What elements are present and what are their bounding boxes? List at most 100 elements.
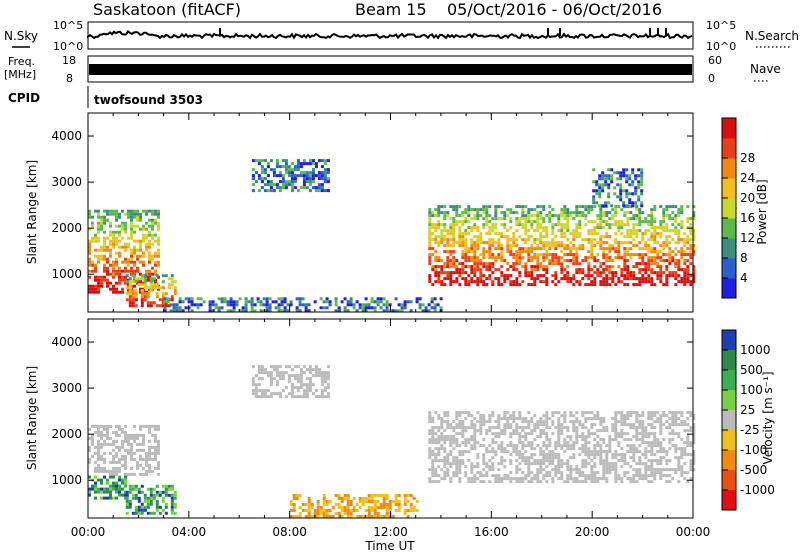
echo-cell bbox=[470, 423, 474, 427]
echo-cell bbox=[542, 253, 546, 257]
echo-cell bbox=[524, 438, 528, 442]
echo-cell bbox=[491, 441, 495, 445]
echo-cell bbox=[326, 189, 330, 193]
echo-cell bbox=[124, 478, 127, 482]
echo-cell bbox=[467, 274, 471, 278]
echo-cell bbox=[125, 511, 129, 515]
echo-cell bbox=[683, 447, 687, 451]
echo-cell bbox=[611, 465, 615, 469]
echo-cell bbox=[260, 365, 264, 369]
echo-cell bbox=[391, 500, 395, 503]
echo-cell bbox=[263, 171, 267, 175]
echo-cell bbox=[115, 215, 118, 219]
echo-cell bbox=[265, 306, 269, 310]
echo-cell bbox=[428, 262, 432, 266]
echo-cell bbox=[614, 474, 618, 478]
echo-cell bbox=[278, 374, 282, 378]
echo-cell bbox=[295, 515, 299, 518]
echo-cell bbox=[464, 250, 468, 254]
echo-cell bbox=[515, 229, 519, 233]
echo-cell bbox=[506, 474, 510, 478]
echo-cell bbox=[470, 462, 474, 466]
echo-cell bbox=[506, 411, 510, 415]
echo-cell bbox=[674, 226, 678, 230]
echo-cell bbox=[650, 247, 654, 251]
echo-cell bbox=[118, 457, 121, 461]
echo-cell bbox=[596, 217, 600, 221]
echo-cell bbox=[641, 274, 645, 278]
echo-cell bbox=[130, 218, 133, 222]
echo-cell bbox=[440, 259, 444, 263]
echo-cell bbox=[674, 241, 678, 245]
echo-cell bbox=[551, 223, 555, 227]
echo-cell bbox=[617, 280, 621, 284]
echo-cell bbox=[431, 438, 435, 442]
echo-cell bbox=[581, 211, 585, 215]
echo-cell bbox=[500, 477, 504, 481]
echo-cell bbox=[611, 462, 615, 466]
echo-cell bbox=[88, 242, 91, 246]
echo-cell bbox=[557, 426, 561, 430]
echo-cell bbox=[446, 414, 450, 418]
time-tick-label: 08:00 bbox=[272, 525, 307, 539]
echo-cell bbox=[602, 441, 606, 445]
echo-cell bbox=[268, 306, 272, 310]
echo-cell bbox=[428, 417, 432, 421]
echo-cell bbox=[578, 423, 582, 427]
echo-cell bbox=[361, 309, 365, 313]
echo-cell bbox=[482, 241, 486, 245]
echo-cell bbox=[473, 447, 477, 451]
echo-cell bbox=[506, 274, 510, 278]
echo-cell bbox=[536, 244, 540, 248]
echo-cell bbox=[662, 456, 666, 460]
echo-cell bbox=[290, 368, 294, 372]
echo-cell bbox=[251, 392, 255, 396]
echo-cell bbox=[476, 235, 480, 239]
echo-cell bbox=[599, 265, 603, 269]
echo-cell bbox=[653, 477, 657, 481]
echo-cell bbox=[635, 447, 639, 451]
echo-cell bbox=[259, 300, 263, 304]
echo-cell bbox=[587, 417, 591, 421]
echo-cell bbox=[148, 224, 151, 228]
echo-cell bbox=[683, 238, 687, 242]
echo-cell bbox=[278, 165, 282, 169]
echo-cell bbox=[638, 462, 642, 466]
echo-cell bbox=[590, 241, 594, 245]
echo-cell bbox=[659, 244, 663, 248]
echo-cell bbox=[563, 223, 567, 227]
echo-cell bbox=[539, 450, 543, 454]
echo-cell bbox=[497, 432, 501, 436]
echo-cell bbox=[449, 253, 453, 257]
echo-cell bbox=[121, 287, 124, 291]
echo-cell bbox=[572, 441, 576, 445]
echo-cell bbox=[164, 511, 168, 515]
echo-cell bbox=[566, 223, 570, 227]
echo-cell bbox=[376, 515, 380, 518]
echo-cell bbox=[299, 165, 303, 169]
echo-cell bbox=[154, 445, 157, 449]
echo-cell bbox=[491, 271, 495, 275]
echo-cell bbox=[533, 438, 537, 442]
echo-cell bbox=[575, 259, 579, 263]
freq-nave-trace bbox=[89, 64, 692, 75]
echo-cell bbox=[275, 374, 279, 378]
echo-cell bbox=[298, 512, 302, 515]
echo-cell bbox=[385, 306, 389, 310]
echo-cell bbox=[275, 159, 279, 163]
echo-cell bbox=[173, 292, 177, 296]
echo-cell bbox=[133, 215, 136, 219]
echo-cell bbox=[140, 298, 144, 302]
echo-cell bbox=[611, 453, 615, 457]
echo-cell bbox=[470, 480, 474, 484]
echo-cell bbox=[509, 250, 513, 254]
echo-cell bbox=[497, 277, 501, 281]
echo-cell bbox=[464, 426, 468, 430]
echo-cell bbox=[139, 290, 142, 294]
echo-cell bbox=[587, 274, 591, 278]
echo-cell bbox=[539, 423, 543, 427]
echo-cell bbox=[686, 271, 690, 275]
echo-cell bbox=[428, 453, 432, 457]
echo-cell bbox=[668, 217, 672, 221]
echo-cell bbox=[596, 414, 600, 418]
